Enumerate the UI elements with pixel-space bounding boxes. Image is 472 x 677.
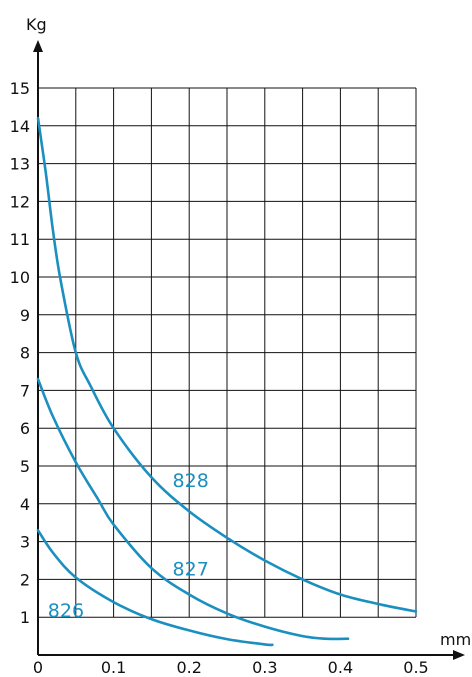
- x-tick-label: 0.5: [403, 658, 428, 677]
- series-label-828: 828: [173, 470, 209, 492]
- y-tick-label: 3: [20, 533, 30, 552]
- grid: [38, 87, 417, 618]
- y-tick-label: 7: [20, 381, 30, 400]
- series-line-828: [36, 116, 418, 613]
- series-labels: 826 827 828: [48, 470, 209, 622]
- y-tick-label: 9: [20, 306, 30, 325]
- y-axis-label: Kg: [26, 15, 47, 34]
- y-tick-label: 6: [20, 419, 30, 438]
- y-tick-label: 4: [20, 495, 30, 514]
- y-tick-label: 14: [10, 117, 30, 136]
- series-line-826: [36, 529, 274, 647]
- axes: [33, 40, 465, 660]
- y-tick-label: 11: [10, 230, 30, 249]
- x-tick-label: 0.1: [101, 658, 126, 677]
- x-tick-label: 0.2: [176, 658, 201, 677]
- x-tick-label: 0: [33, 658, 43, 677]
- y-tick-label: 8: [20, 344, 30, 363]
- series-line-827: [36, 377, 350, 641]
- x-tick-label: 0.3: [252, 658, 277, 677]
- x-tick-labels: 0 0.1 0.2 0.3 0.4 0.5: [33, 658, 429, 677]
- y-tick-label: 1: [20, 608, 30, 627]
- y-tick-label: 10: [10, 268, 30, 287]
- x-axis-arrow: [453, 650, 465, 660]
- series-label-826: 826: [48, 600, 84, 622]
- x-tick-label: 0.4: [328, 658, 353, 677]
- y-tick-label: 12: [10, 192, 30, 211]
- y-tick-label: 2: [20, 570, 30, 589]
- x-axis-label: mm: [440, 630, 471, 649]
- series-curves: [36, 116, 418, 647]
- y-tick-label: 15: [10, 79, 30, 98]
- y-tick-label: 5: [20, 457, 30, 476]
- y-tick-label: 13: [10, 155, 30, 174]
- series-label-827: 827: [173, 559, 209, 581]
- y-axis-arrow: [33, 40, 43, 52]
